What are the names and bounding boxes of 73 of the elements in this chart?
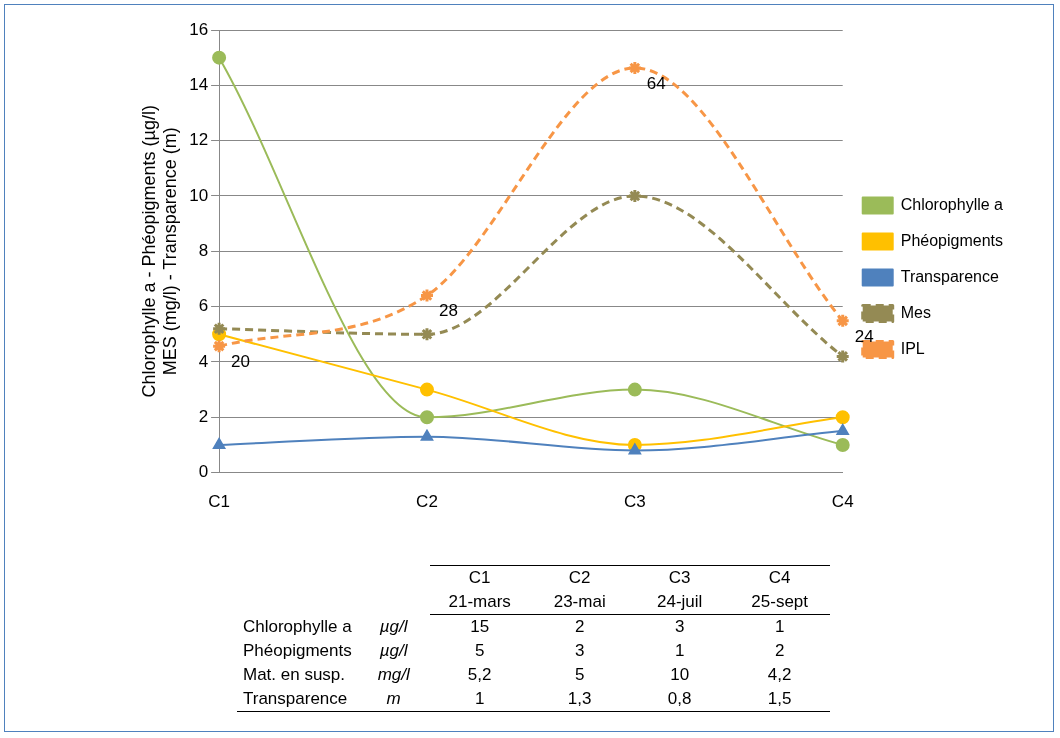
point bbox=[212, 437, 226, 449]
point bbox=[627, 382, 642, 397]
point bbox=[835, 313, 851, 329]
text: 4,2 bbox=[766, 664, 793, 686]
text: 5 bbox=[573, 664, 586, 686]
text: C4 bbox=[729, 565, 830, 590]
x-tick-label: C3 bbox=[623, 492, 646, 512]
text: µg/l bbox=[378, 615, 409, 638]
text: 1 bbox=[673, 640, 686, 662]
text: 2 bbox=[573, 616, 586, 638]
text: 1,3 bbox=[529, 687, 630, 712]
data-label: 64 bbox=[646, 73, 666, 93]
text: 2 bbox=[773, 640, 786, 662]
legend-label: Phéopigments bbox=[900, 231, 1004, 249]
y-axis-title: Chlorophylle a - Phéopigments (µg/l) MES (mg/l) - Transparence (m) bbox=[138, 105, 181, 398]
text: 5 bbox=[473, 640, 486, 662]
text: µg/l bbox=[378, 640, 409, 662]
y-tick-label: 16 bbox=[189, 19, 209, 39]
y-tick-label: 10 bbox=[189, 185, 209, 205]
data-label: 28 bbox=[438, 301, 458, 321]
text: 25-sept bbox=[729, 590, 830, 615]
text: Mat. en susp. bbox=[242, 664, 347, 686]
text: Phéopigments bbox=[242, 640, 353, 662]
text: Chlorophylle a bbox=[242, 615, 353, 638]
text: 23-mai bbox=[529, 590, 630, 615]
data-label: 20 bbox=[231, 351, 251, 371]
point bbox=[212, 50, 227, 65]
text: 1 bbox=[429, 687, 530, 712]
point bbox=[835, 410, 850, 425]
text: Transparence bbox=[237, 687, 358, 712]
point bbox=[836, 424, 849, 436]
point bbox=[628, 443, 642, 455]
data-label: 24 bbox=[854, 326, 874, 346]
y-tick-label: 0 bbox=[198, 462, 209, 482]
y-tick-label: 4 bbox=[198, 351, 209, 371]
text: 15 bbox=[469, 616, 491, 638]
point bbox=[420, 429, 434, 441]
legend-label: Transparence bbox=[900, 267, 999, 285]
text: 24-juil bbox=[629, 590, 730, 615]
text: C3 bbox=[629, 565, 730, 590]
y-tick-label: 14 bbox=[189, 75, 209, 95]
y-tick-label: 2 bbox=[198, 406, 209, 426]
text: 0,8 bbox=[629, 687, 730, 712]
y-tick-label: 8 bbox=[198, 240, 209, 260]
text: 3 bbox=[673, 616, 686, 638]
text: 1,5 bbox=[729, 687, 830, 712]
point bbox=[627, 60, 643, 76]
point bbox=[211, 338, 227, 354]
legend-label: Mes bbox=[900, 303, 931, 321]
x-tick-label: C2 bbox=[416, 492, 438, 512]
point bbox=[835, 437, 850, 452]
y-tick-label: 12 bbox=[189, 130, 209, 150]
text: C2 bbox=[529, 565, 630, 590]
point bbox=[419, 382, 434, 397]
text: mg/l bbox=[376, 664, 411, 686]
text: 21-mars bbox=[429, 590, 530, 615]
x-tick-label: C1 bbox=[208, 492, 230, 512]
y-tick-label: 6 bbox=[198, 296, 209, 316]
text: m bbox=[357, 687, 430, 712]
legend-label: IPL bbox=[900, 339, 925, 357]
point bbox=[211, 321, 227, 337]
x-tick-label: C4 bbox=[831, 492, 854, 512]
text: C1 bbox=[429, 565, 530, 590]
point bbox=[835, 348, 851, 364]
text: 3 bbox=[573, 640, 586, 662]
point bbox=[419, 288, 435, 304]
text: 5,2 bbox=[466, 664, 493, 686]
text: 1 bbox=[773, 616, 786, 638]
point bbox=[627, 188, 643, 204]
legend-label: Chlorophylle a bbox=[900, 195, 1004, 213]
text: 10 bbox=[669, 664, 691, 686]
point bbox=[419, 410, 434, 425]
point bbox=[419, 326, 435, 342]
